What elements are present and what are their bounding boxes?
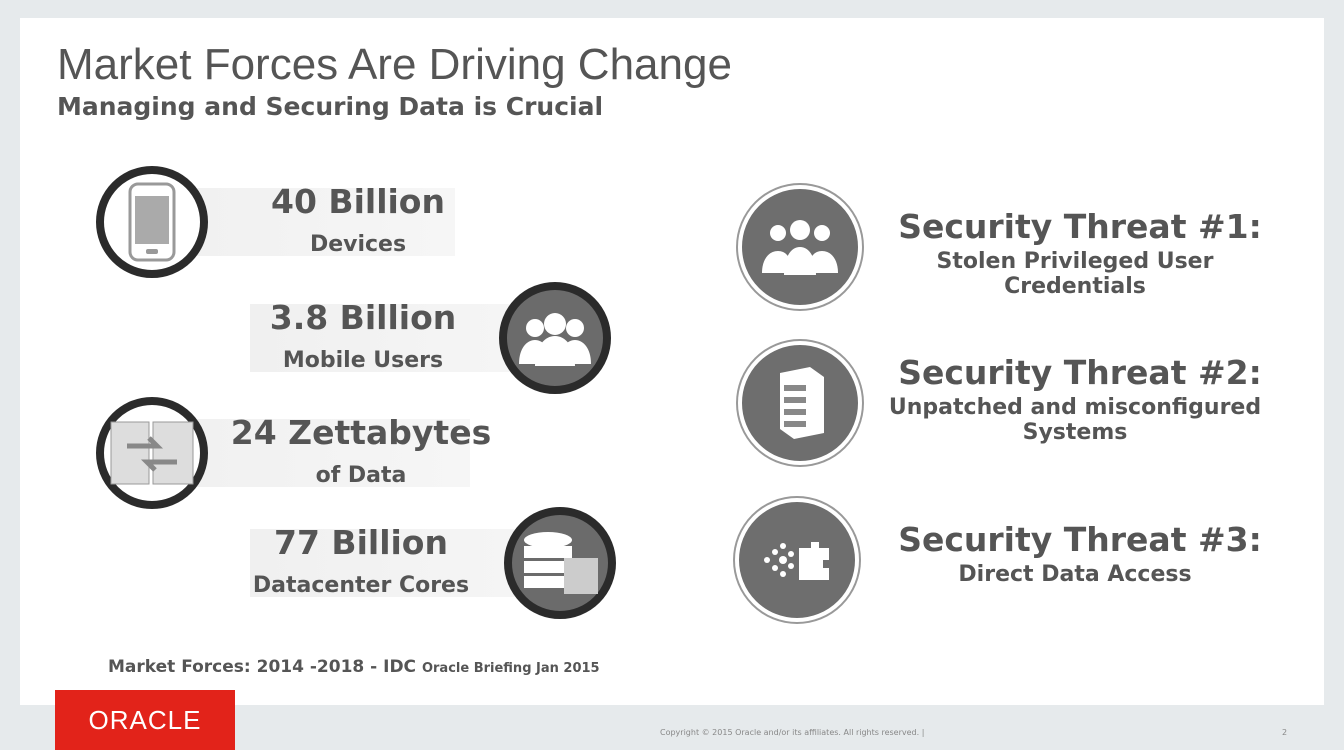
stat-icon xyxy=(96,397,208,509)
stat-value: 3.8 Billion xyxy=(269,298,457,337)
threat-description: Unpatched and misconfigured Systems xyxy=(888,395,1262,445)
threat-description: Direct Data Access xyxy=(958,562,1192,587)
stat-icon xyxy=(504,507,616,619)
page-number: 2 xyxy=(1282,728,1288,737)
slide xyxy=(20,18,1324,705)
stat-label: Mobile Users xyxy=(282,348,444,373)
title: Market Forces Are Driving Change xyxy=(57,40,732,89)
threat-title: Security Threat #1: xyxy=(898,207,1262,246)
stat-label: of Data xyxy=(315,463,407,488)
threat-icon xyxy=(738,341,862,465)
source: Market Forces: 2014 -2018 - IDC Oracle B… xyxy=(108,657,600,677)
stat-value: 40 Billion xyxy=(271,182,445,221)
threat-icon xyxy=(735,498,859,622)
stat-label: Datacenter Cores xyxy=(252,573,470,598)
copyright: Copyright © 2015 Oracle and/or its affil… xyxy=(660,728,925,737)
threat-title: Security Threat #2: xyxy=(898,353,1262,392)
subtitle: Managing and Securing Data is Crucial xyxy=(57,92,604,121)
threat-icon xyxy=(738,185,862,309)
source-detail: Oracle Briefing Jan 2015 xyxy=(421,661,600,676)
stat-icon xyxy=(499,282,611,394)
source-main: Market Forces: 2014 -2018 - IDC xyxy=(108,657,417,677)
threat-title: Security Threat #3: xyxy=(898,520,1262,559)
threat-description: Stolen Privileged User Credentials xyxy=(936,249,1214,299)
logo: ORACLE xyxy=(55,690,235,750)
stat-value: 77 Billion xyxy=(274,523,448,562)
stat-icon xyxy=(96,166,208,278)
stat-value: 24 Zettabytes xyxy=(230,413,492,452)
stat-label: Devices xyxy=(309,232,407,257)
